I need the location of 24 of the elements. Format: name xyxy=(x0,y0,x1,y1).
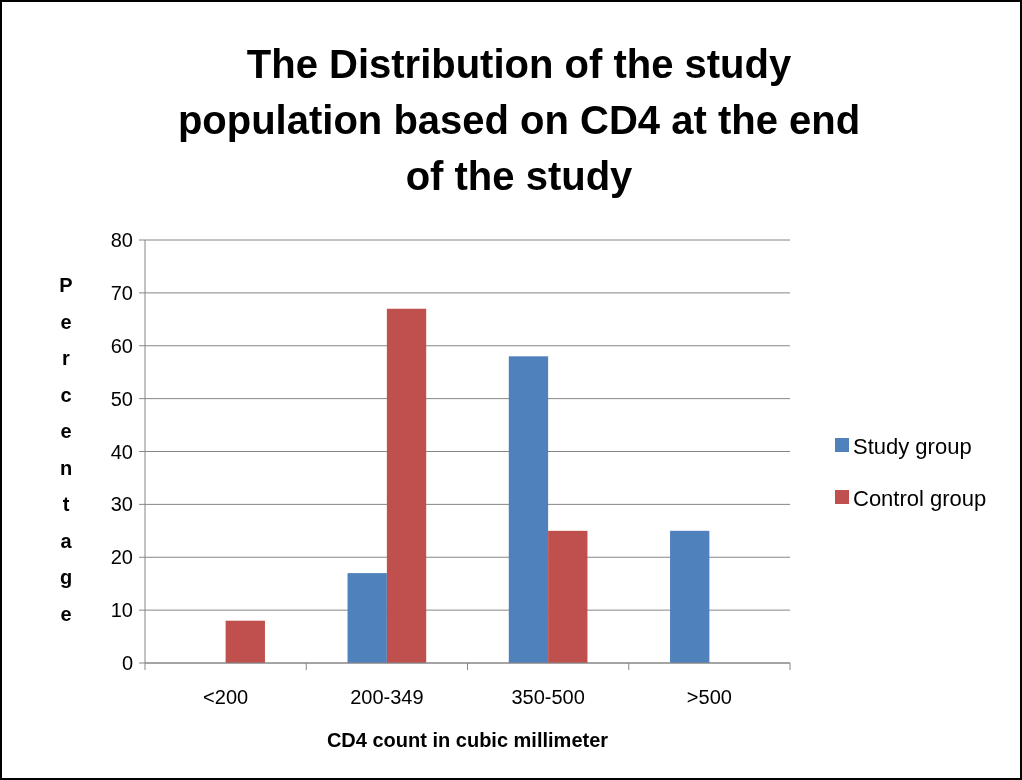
y-tick-label: 0 xyxy=(121,652,133,674)
x-axis-title: CD4 count in cubic millimeter xyxy=(326,729,609,751)
y-tick-label: 40 xyxy=(110,440,133,463)
y-tick-label: 10 xyxy=(110,599,133,622)
legend-label: Control group xyxy=(853,485,987,511)
x-tick-label: 200-349 xyxy=(350,686,424,708)
y-tick-label: 80 xyxy=(110,229,133,251)
bar xyxy=(548,530,588,663)
legend-label: Study group xyxy=(853,433,972,459)
y-tick-label: 50 xyxy=(110,387,133,410)
x-tick-label: <200 xyxy=(203,686,249,708)
y-tick-label: 20 xyxy=(110,546,133,569)
y-tick-label: 70 xyxy=(110,281,133,304)
y-tick-label: 60 xyxy=(110,334,133,357)
x-tick-label: 350-500 xyxy=(511,686,585,708)
y-tick-label: 30 xyxy=(110,493,133,516)
bar xyxy=(670,530,710,663)
bar xyxy=(386,308,427,663)
bar xyxy=(508,356,549,663)
bar xyxy=(225,620,265,663)
x-tick-label: >500 xyxy=(686,686,732,708)
bar xyxy=(347,573,387,663)
text: Percentage xyxy=(59,274,73,625)
chart-title: The Distribution of the study population based on CD4 at the end of the study xyxy=(177,42,861,198)
